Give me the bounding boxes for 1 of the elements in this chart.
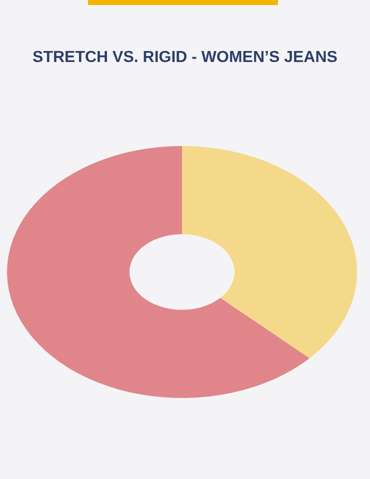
chart-title: STRETCH VS. RIGID - WOMEN’S JEANS: [32, 49, 338, 66]
